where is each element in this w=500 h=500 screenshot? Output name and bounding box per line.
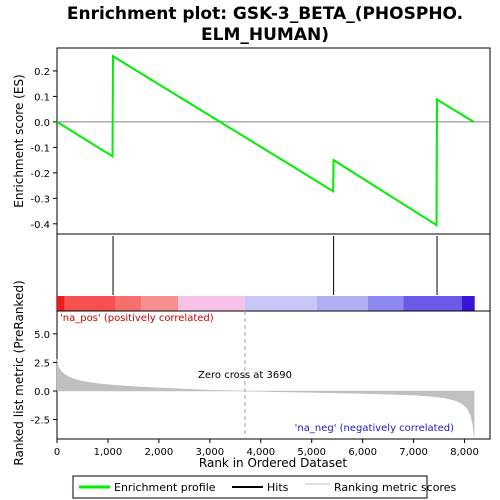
es-panel-frame — [57, 48, 490, 234]
rank-bar-segment — [178, 296, 245, 311]
rank-bar-segment — [57, 296, 65, 311]
rank-bar-segment — [317, 296, 368, 311]
rank-bar-segment — [116, 296, 141, 311]
metric-y-tick-label: 0.0 — [34, 387, 50, 398]
es-panel: 0.2 0.1 0.0 -0.1 -0.2 -0.3 -0.4 Enrichment sco… — [12, 48, 490, 234]
metric-y-tick-label: -2.5 — [30, 416, 50, 427]
es-y-tick-label: 0.1 — [34, 92, 50, 103]
hits-panel — [57, 234, 490, 311]
rank-bar-segment — [368, 296, 404, 311]
x-tick-label: 8,000 — [450, 447, 479, 458]
metric-y-tick-label: 5.0 — [34, 330, 50, 341]
chart-title-line-1: Enrichment plot: GSK-3_BETA_(PHOSPHO. — [67, 4, 463, 24]
legend-enrichment-profile-label: Enrichment profile — [114, 481, 216, 494]
es-y-axis-label: Enrichment score (ES) — [12, 74, 26, 207]
es-y-tick-label: -0.3 — [30, 194, 50, 205]
x-axis-label: Rank in Ordered Dataset — [199, 456, 347, 470]
rank-bar-segment — [462, 296, 475, 311]
es-y-tick-label: 0.2 — [34, 67, 50, 78]
metric-y-axis-label: Ranked list metric (PreRanked) — [12, 280, 26, 465]
positive-correlation-label: 'na_pos' (positively correlated) — [60, 313, 214, 324]
es-y-tick-label: 0.0 — [34, 118, 50, 129]
negative-correlation-label: 'na_neg' (negatively correlated) — [295, 423, 454, 434]
zero-cross-label: Zero cross at 3690 — [198, 370, 292, 381]
x-tick-label: 2,000 — [145, 447, 174, 458]
legend: Enrichment profile Hits Ranking metric s… — [73, 476, 456, 498]
x-tick-label: 7,000 — [399, 447, 428, 458]
legend-hits-label: Hits — [267, 481, 289, 494]
rank-bar-segment — [403, 296, 462, 311]
x-tick-label: 6,000 — [348, 447, 377, 458]
legend-ranking-metric-label: Ranking metric scores — [334, 481, 456, 494]
es-y-tick-label: -0.1 — [30, 143, 50, 154]
es-y-tick-label: -0.4 — [30, 220, 50, 231]
chart-title-line-2: ELM_HUMAN) — [201, 25, 329, 45]
rank-bar-segment — [245, 296, 317, 311]
rank-bar-segment — [141, 296, 178, 311]
es-y-tick-label: -0.2 — [30, 169, 50, 180]
rank-bar-segment — [65, 296, 116, 311]
x-tick-label: 1,000 — [94, 447, 123, 458]
x-tick-label: 0 — [54, 447, 60, 458]
metric-y-tick-label: 2.5 — [34, 358, 50, 369]
